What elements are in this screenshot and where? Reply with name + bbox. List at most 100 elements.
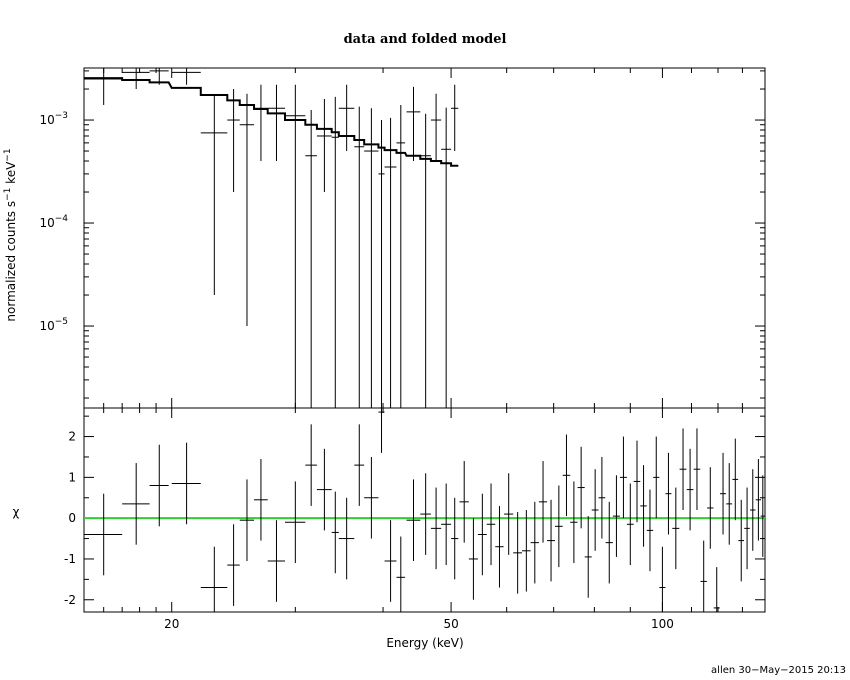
- y-tick-label: 10−3: [39, 111, 68, 127]
- x-tick-label: 100: [651, 617, 674, 631]
- residual-point: [612, 475, 620, 557]
- residual-point: [755, 459, 762, 541]
- spectrum-y-axis-label: normalized counts s−1 keV−1: [3, 148, 18, 321]
- data-point: [384, 117, 397, 408]
- residual-y-tick-label: 2: [68, 430, 76, 444]
- data-point: [316, 99, 332, 193]
- residual-y-tick-label: 1: [68, 470, 76, 484]
- residual-point: [760, 475, 765, 557]
- ylabel-exp2: −1: [3, 148, 13, 161]
- residual-point: [122, 463, 150, 545]
- residual-point: [284, 481, 306, 564]
- residual-point: [468, 518, 478, 600]
- data-point: [267, 84, 285, 162]
- residual-point: [477, 493, 487, 576]
- residual-point: [239, 479, 255, 561]
- residual-point: [504, 473, 514, 555]
- residual-point: [619, 436, 627, 519]
- y-tick-base: 10: [39, 216, 54, 230]
- residual-frame: [83, 407, 766, 613]
- residual-point: [200, 546, 228, 612]
- residual-point: [513, 512, 523, 594]
- data-point: [122, 68, 150, 90]
- residual-point: [577, 446, 585, 529]
- residual-point: [486, 483, 496, 566]
- residual-point: [554, 485, 563, 568]
- residual-point: [378, 408, 385, 453]
- data-point: [338, 84, 355, 152]
- residual-point: [700, 540, 707, 612]
- residual-point: [598, 456, 606, 539]
- residual-point: [626, 483, 634, 566]
- data-point: [305, 110, 317, 408]
- residual-point: [338, 497, 355, 580]
- y-tick-label: 10−4: [39, 214, 68, 230]
- residual-point: [744, 487, 750, 570]
- residual-point: [686, 448, 694, 531]
- residual-y-axis-label: χ: [13, 505, 20, 519]
- y-tick-exponent: −5: [55, 317, 68, 327]
- residual-point: [227, 524, 240, 606]
- residual-point: [562, 434, 571, 517]
- ylabel-mid: keV: [4, 161, 18, 188]
- folded-model-line: [84, 77, 459, 167]
- residual-point: [646, 489, 654, 572]
- data-point: [284, 84, 306, 408]
- data-point: [430, 93, 442, 162]
- residual-y-tick-label: 0: [68, 511, 76, 525]
- data-point: [227, 89, 240, 193]
- residual-y-tick-label: -2: [64, 593, 76, 607]
- residual-point: [591, 469, 599, 551]
- residual-point: [316, 448, 332, 531]
- data-point: [239, 93, 255, 327]
- data-point: [406, 86, 421, 162]
- data-point: [364, 108, 379, 408]
- data-point: [396, 104, 406, 408]
- residual-point: [171, 442, 201, 525]
- footer-timestamp: allen 30−May−2015 20:13: [711, 665, 846, 676]
- residual-point: [726, 463, 733, 545]
- data-point: [451, 84, 459, 152]
- data-point: [171, 68, 201, 85]
- ylabel-base: normalized counts s: [4, 201, 18, 322]
- residual-point: [640, 465, 647, 547]
- residual-point: [149, 444, 169, 527]
- residual-point: [633, 440, 641, 523]
- ylabel-exp1: −1: [3, 188, 13, 201]
- residual-point: [750, 469, 756, 551]
- residual-point: [406, 479, 421, 561]
- residual-panel: 20 50 100 -2 -1 0 1 2: [64, 68, 766, 631]
- data-point: [331, 96, 339, 408]
- residual-point: [384, 520, 397, 602]
- data-point: [378, 120, 385, 408]
- residual-point: [720, 452, 727, 535]
- residual-point: [679, 428, 687, 510]
- residual-point: [693, 428, 701, 510]
- residual-point: [364, 456, 379, 539]
- residual-point: [653, 436, 660, 519]
- y-tick-exponent: −4: [55, 214, 69, 224]
- data-point: [441, 107, 452, 408]
- chart-title: data and folded model: [344, 32, 507, 47]
- data-point: [254, 84, 268, 162]
- residual-point: [584, 516, 592, 598]
- residual-point: [396, 536, 406, 612]
- data-point: [84, 68, 123, 105]
- residual-point: [530, 501, 539, 584]
- residual-point: [430, 487, 442, 570]
- residual-point: [713, 567, 720, 612]
- residual-point: [441, 483, 452, 566]
- residual-point: [707, 467, 714, 549]
- residual-point: [459, 461, 469, 543]
- spectrum-frame: [83, 67, 766, 409]
- y-tick-exponent: −3: [55, 111, 68, 121]
- residual-point: [267, 520, 285, 602]
- residual-point: [495, 505, 504, 588]
- y-tick-base: 10: [39, 113, 54, 127]
- spectrum-panel: 10−310−410−5: [39, 67, 766, 409]
- y-tick-base: 10: [39, 319, 54, 333]
- residual-point: [331, 491, 339, 574]
- residual-point: [547, 499, 555, 582]
- residual-point: [738, 499, 745, 582]
